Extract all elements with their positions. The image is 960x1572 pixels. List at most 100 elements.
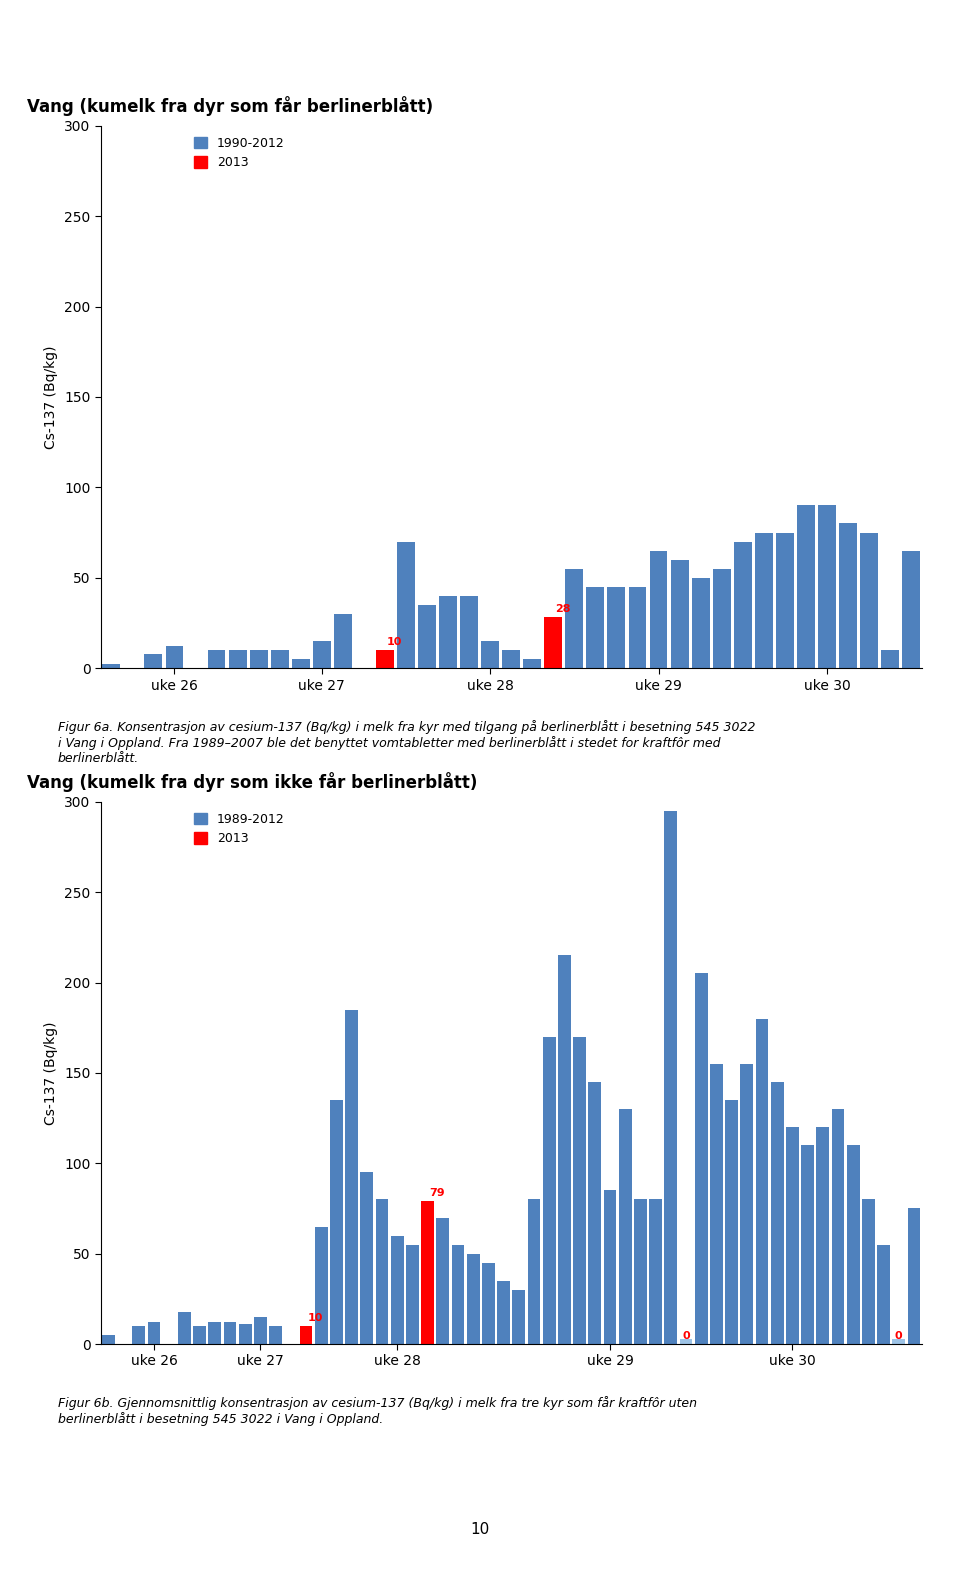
- Bar: [649, 1199, 662, 1344]
- Bar: [360, 1173, 373, 1344]
- Bar: [439, 596, 457, 668]
- Bar: [680, 1339, 692, 1344]
- Bar: [102, 1335, 115, 1344]
- Bar: [733, 541, 752, 668]
- Bar: [816, 1127, 829, 1344]
- Bar: [528, 1199, 540, 1344]
- Bar: [893, 1339, 905, 1344]
- Bar: [544, 618, 563, 668]
- Bar: [587, 586, 605, 668]
- Bar: [144, 654, 162, 668]
- Bar: [573, 1038, 586, 1344]
- Bar: [334, 613, 351, 668]
- Bar: [756, 1019, 768, 1344]
- Text: Figur 6b. Gjennomsnittlig konsentrasjon av cesium-137 (Bq/kg) i melk fra tre kyr: Figur 6b. Gjennomsnittlig konsentrasjon …: [58, 1396, 697, 1426]
- Bar: [629, 586, 646, 668]
- Bar: [460, 596, 478, 668]
- Bar: [776, 533, 794, 668]
- Bar: [376, 651, 394, 668]
- Bar: [250, 651, 268, 668]
- Bar: [207, 651, 226, 668]
- Bar: [786, 1127, 799, 1344]
- Bar: [421, 1201, 434, 1344]
- Text: Vang (kumelk fra dyr som får berlinerblått): Vang (kumelk fra dyr som får berlinerblå…: [27, 96, 433, 116]
- Bar: [565, 569, 584, 668]
- Text: Vang (kumelk fra dyr som ikke får berlinerblått): Vang (kumelk fra dyr som ikke får berlin…: [27, 772, 477, 792]
- Bar: [481, 641, 499, 668]
- Bar: [634, 1199, 647, 1344]
- Bar: [877, 1245, 890, 1344]
- Bar: [671, 560, 688, 668]
- Bar: [558, 956, 571, 1344]
- Bar: [725, 1100, 738, 1344]
- Bar: [740, 1064, 754, 1344]
- Bar: [254, 1317, 267, 1344]
- Bar: [839, 523, 857, 668]
- Bar: [902, 550, 920, 668]
- Bar: [418, 605, 436, 668]
- Bar: [224, 1322, 236, 1344]
- Bar: [802, 1144, 814, 1344]
- Bar: [755, 533, 773, 668]
- Text: 0: 0: [683, 1330, 690, 1341]
- Bar: [239, 1324, 252, 1344]
- Text: 28: 28: [556, 604, 571, 615]
- Bar: [862, 1199, 875, 1344]
- Bar: [330, 1100, 343, 1344]
- Y-axis label: Cs-137 (Bq/kg): Cs-137 (Bq/kg): [44, 1022, 59, 1124]
- Bar: [148, 1322, 160, 1344]
- Bar: [397, 541, 415, 668]
- Bar: [132, 1327, 145, 1344]
- Bar: [315, 1226, 327, 1344]
- Text: 10: 10: [470, 1522, 490, 1537]
- Y-axis label: Cs-137 (Bq/kg): Cs-137 (Bq/kg): [44, 346, 59, 448]
- Bar: [375, 1199, 389, 1344]
- Bar: [193, 1327, 206, 1344]
- Bar: [406, 1245, 419, 1344]
- Bar: [818, 506, 836, 668]
- Bar: [907, 1209, 921, 1344]
- Bar: [497, 1281, 510, 1344]
- Bar: [797, 506, 815, 668]
- Bar: [695, 973, 708, 1344]
- Bar: [208, 1322, 221, 1344]
- Bar: [608, 586, 625, 668]
- Bar: [502, 651, 520, 668]
- Text: Figur 6a. Konsentrasjon av cesium-137 (Bq/kg) i melk fra kyr med tilgang på berl: Figur 6a. Konsentrasjon av cesium-137 (B…: [58, 720, 756, 766]
- Text: 10: 10: [387, 637, 402, 646]
- Bar: [103, 665, 120, 668]
- Bar: [664, 811, 677, 1344]
- Bar: [271, 651, 289, 668]
- Bar: [542, 1038, 556, 1344]
- Bar: [292, 659, 310, 668]
- Bar: [523, 659, 541, 668]
- Text: 0: 0: [895, 1330, 902, 1341]
- Bar: [860, 533, 878, 668]
- Text: 79: 79: [429, 1188, 444, 1198]
- Bar: [467, 1254, 480, 1344]
- Bar: [831, 1110, 845, 1344]
- Bar: [604, 1190, 616, 1344]
- Bar: [391, 1236, 403, 1344]
- Legend: 1990-2012, 2013: 1990-2012, 2013: [189, 132, 289, 174]
- Bar: [847, 1144, 859, 1344]
- Bar: [710, 1064, 723, 1344]
- Bar: [165, 646, 183, 668]
- Bar: [771, 1082, 783, 1344]
- Bar: [269, 1327, 282, 1344]
- Bar: [437, 1217, 449, 1344]
- Bar: [513, 1289, 525, 1344]
- Bar: [650, 550, 667, 668]
- Legend: 1989-2012, 2013: 1989-2012, 2013: [189, 808, 289, 850]
- Bar: [313, 641, 331, 668]
- Bar: [228, 651, 247, 668]
- Bar: [691, 577, 709, 668]
- Bar: [881, 651, 899, 668]
- Bar: [346, 1009, 358, 1344]
- Bar: [619, 1110, 632, 1344]
- Bar: [482, 1262, 494, 1344]
- Bar: [712, 569, 731, 668]
- Bar: [451, 1245, 465, 1344]
- Bar: [588, 1082, 601, 1344]
- Bar: [300, 1327, 312, 1344]
